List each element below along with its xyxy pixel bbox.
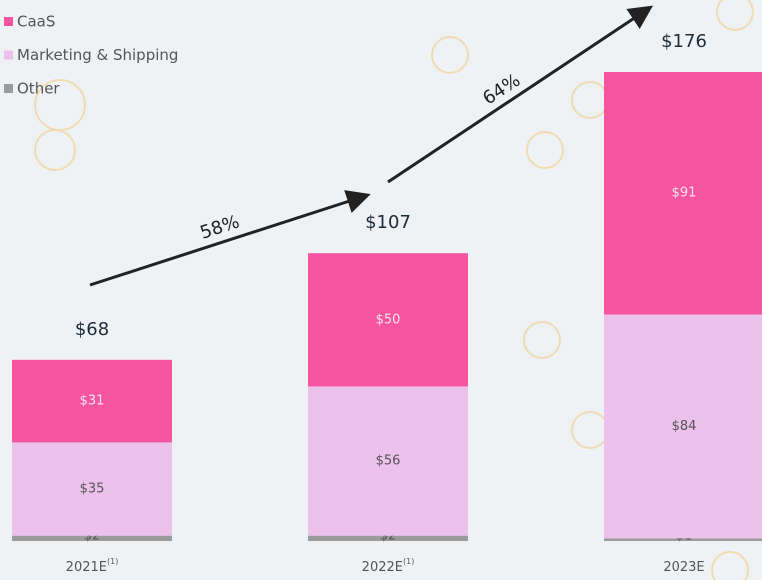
value-label: $35 xyxy=(80,482,105,497)
bar-segment xyxy=(308,535,468,541)
legend-label: Marketing & Shipping xyxy=(17,46,178,64)
value-label: $31 xyxy=(80,394,105,409)
value-label: $84 xyxy=(672,419,697,434)
bar-segment xyxy=(308,386,468,536)
legend-swatch xyxy=(4,84,13,93)
bar-segment xyxy=(604,314,762,539)
total-label: $68 xyxy=(75,319,109,340)
value-label: $91 xyxy=(672,186,697,201)
legend-label: Other xyxy=(17,80,60,98)
x-tick-label: 2023E xyxy=(663,560,704,575)
bar-segment xyxy=(12,442,172,536)
growth-arrow xyxy=(89,190,371,287)
total-label: $107 xyxy=(365,212,411,233)
category-name: 2021E xyxy=(66,560,107,575)
x-tick-label: 2021E(1) xyxy=(66,557,119,575)
category-note: (1) xyxy=(403,557,414,566)
growth-arrow xyxy=(387,5,653,184)
value-label: $50 xyxy=(376,312,401,327)
decoration xyxy=(34,0,754,580)
category-name: 2023E xyxy=(663,560,704,575)
legend-swatch xyxy=(4,50,13,60)
x-tick-label: 2022E(1) xyxy=(362,557,415,575)
legend-swatch xyxy=(4,17,13,26)
value-label: $56 xyxy=(376,454,401,469)
legend-label: CaaS xyxy=(17,13,55,31)
category-note: (1) xyxy=(107,557,118,566)
total-label: $176 xyxy=(661,31,707,52)
bar-segment xyxy=(604,72,762,315)
category-name: 2022E xyxy=(362,560,403,575)
bar-segment xyxy=(12,359,172,443)
bar-segment xyxy=(308,253,468,387)
bar-segment xyxy=(604,538,762,541)
bar-segment xyxy=(12,535,172,541)
